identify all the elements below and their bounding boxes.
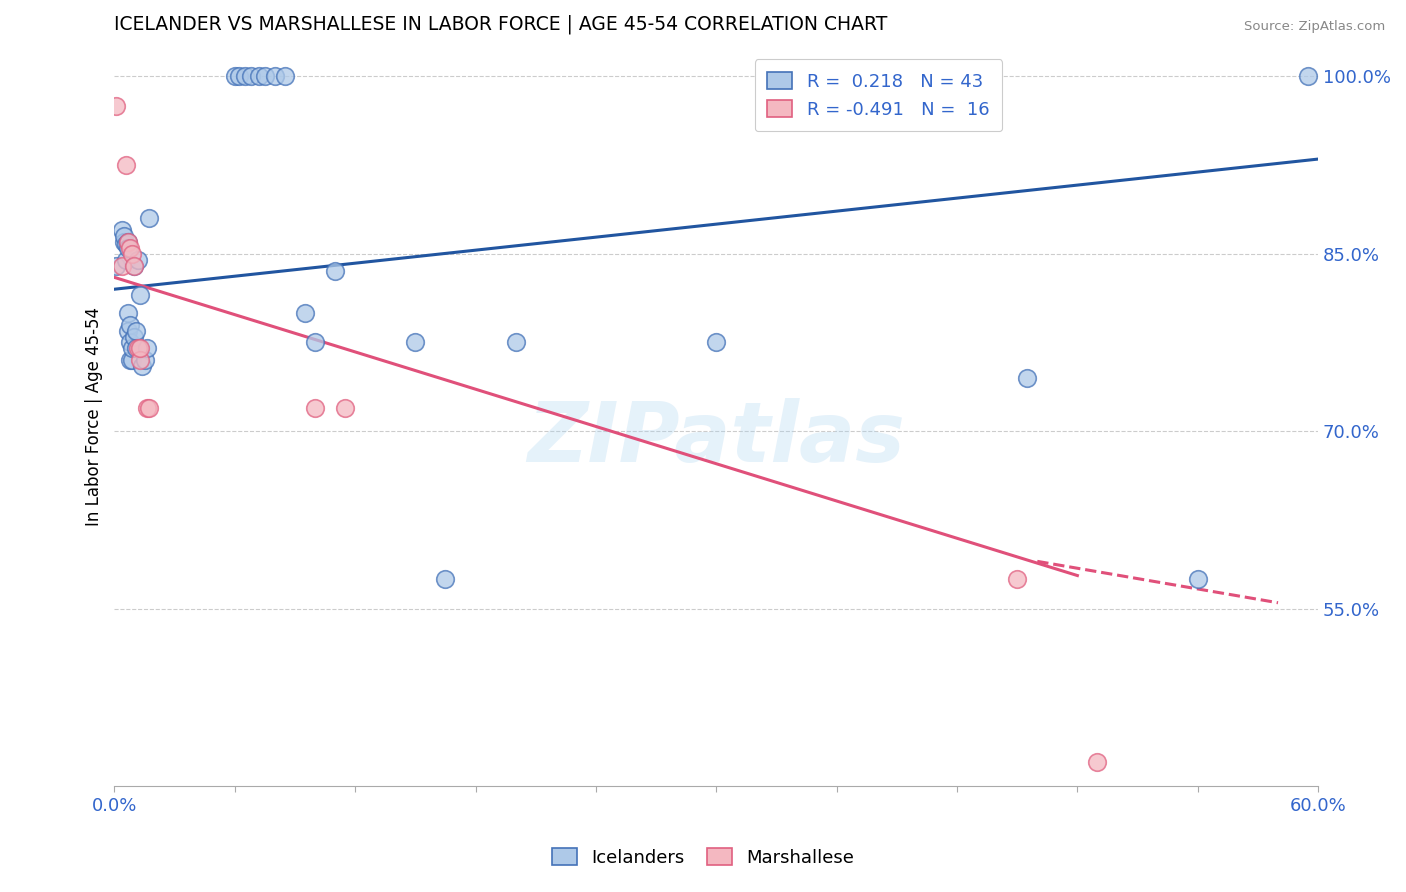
Point (264, 69, 287, 83)
Point (129, 288, 152, 302)
Point (247, 69, 270, 83)
Point (138, 211, 160, 226)
Point (117, 324, 139, 338)
Point (124, 259, 146, 273)
Point (121, 246, 143, 260)
Point (121, 342, 143, 356)
Point (115, 158, 138, 172)
Point (1087, 756, 1109, 770)
Point (333, 401, 356, 415)
Point (111, 223, 134, 237)
Point (120, 241, 142, 255)
Point (224, 69, 246, 83)
Point (121, 353, 143, 368)
Point (129, 353, 152, 368)
Legend: Icelanders, Marshallese: Icelanders, Marshallese (544, 841, 862, 874)
Text: Source: ZipAtlas.com: Source: ZipAtlas.com (1244, 20, 1385, 33)
Point (135, 342, 157, 356)
Point (304, 401, 326, 415)
Point (704, 335, 727, 350)
Point (125, 324, 148, 338)
Point (124, 259, 146, 273)
Point (105, 99, 128, 113)
Point (294, 306, 316, 320)
Point (1187, 572, 1209, 586)
Point (228, 69, 250, 83)
Point (115, 252, 138, 267)
Point (131, 359, 153, 373)
Point (304, 335, 326, 350)
Point (115, 237, 138, 252)
Point (125, 342, 148, 356)
Point (111, 259, 134, 273)
Text: ZIPatlas: ZIPatlas (527, 398, 905, 479)
Point (117, 235, 139, 249)
Point (120, 353, 142, 368)
Point (134, 353, 156, 368)
Point (117, 235, 139, 249)
Point (120, 335, 142, 350)
Point (127, 342, 149, 356)
Point (505, 335, 527, 350)
Point (1005, 572, 1028, 586)
Point (404, 335, 426, 350)
Point (117, 306, 139, 320)
Point (1296, 69, 1319, 83)
Point (233, 69, 256, 83)
Point (274, 69, 297, 83)
Point (124, 329, 146, 343)
Point (127, 252, 149, 267)
Point (1017, 371, 1039, 385)
Y-axis label: In Labor Force | Age 45-54: In Labor Force | Age 45-54 (86, 307, 103, 526)
Point (138, 401, 160, 415)
Point (253, 69, 276, 83)
Legend: R =  0.218   N = 43, R = -0.491   N =  16: R = 0.218 N = 43, R = -0.491 N = 16 (755, 60, 1002, 131)
Point (114, 235, 136, 249)
Point (135, 401, 157, 415)
Point (117, 241, 139, 255)
Point (114, 229, 136, 244)
Point (120, 318, 142, 332)
Point (129, 342, 152, 356)
Text: ICELANDER VS MARSHALLESE IN LABOR FORCE | AGE 45-54 CORRELATION CHART: ICELANDER VS MARSHALLESE IN LABOR FORCE … (114, 15, 887, 35)
Point (239, 69, 262, 83)
Point (105, 259, 128, 273)
Point (323, 264, 346, 278)
Point (434, 572, 457, 586)
